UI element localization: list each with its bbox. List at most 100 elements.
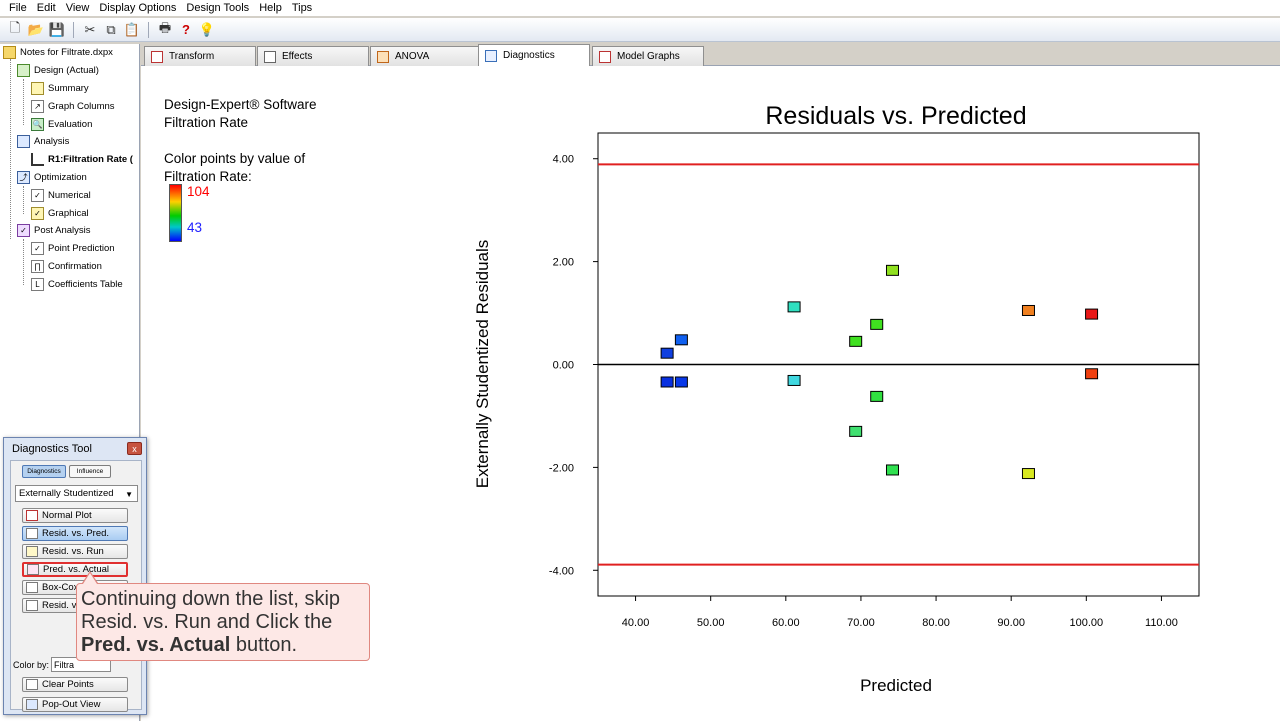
print-icon[interactable]: 🖶 xyxy=(158,19,172,35)
menu-edit[interactable]: Edit xyxy=(36,2,56,14)
x-tick-label: 90.00 xyxy=(997,617,1025,629)
residuals-vs-predicted-chart: Residuals vs. Predicted 4.00 2.00 0.00 -2.0… xyxy=(473,102,1200,695)
y-tick-label: 4.00 xyxy=(553,154,574,166)
popout-view-button[interactable]: Pop-Out View xyxy=(22,697,128,712)
tree-item-analysis[interactable]: Analysis xyxy=(17,133,69,149)
menu-tips[interactable]: Tips xyxy=(291,2,313,14)
menu-help[interactable]: Help xyxy=(259,2,282,14)
data-point[interactable] xyxy=(660,347,674,359)
x-axis: 40.00 50.00 60.00 70.00 80.00 90.00 100.00 110.… xyxy=(622,596,1178,629)
y-axis-label: Externally Studentized Residuals xyxy=(473,240,492,489)
coefficients-table-icon: L xyxy=(31,277,44,291)
post-analysis-icon: ✓ xyxy=(17,223,30,237)
help-icon[interactable]: ? xyxy=(182,22,190,37)
normal-plot-button[interactable]: Normal Plot xyxy=(22,508,128,523)
normal-plot-icon xyxy=(26,510,38,521)
tab-effects[interactable]: Effects xyxy=(257,46,369,66)
data-point[interactable] xyxy=(885,264,899,276)
tree-item-r1-filtration-rate[interactable]: R1:Filtration Rate ( xyxy=(31,151,133,167)
numerical-icon: ✓ xyxy=(31,188,44,202)
clear-points-button[interactable]: Clear Points xyxy=(22,677,128,692)
confirmation-icon: ∏ xyxy=(31,259,44,273)
resid-vs-run-button[interactable]: Resid. vs. Run xyxy=(22,544,128,559)
data-point[interactable] xyxy=(1085,368,1099,380)
data-point[interactable] xyxy=(1021,468,1035,480)
tab-diagnostics-mini[interactable]: Diagnostics xyxy=(22,465,66,478)
tab-transform[interactable]: Transform xyxy=(144,46,256,66)
menu-bar: File Edit View Display Options Design To… xyxy=(0,0,1280,16)
menu-design-tools[interactable]: Design Tools xyxy=(186,2,250,14)
open-folder-icon[interactable]: 📂 xyxy=(27,21,45,37)
color-by-response-label: Filtration Rate: xyxy=(164,169,252,184)
dialog-title: Diagnostics Tool xyxy=(12,443,92,455)
callout-tail-text: button. xyxy=(230,634,298,656)
copy-icon[interactable]: ⧉ xyxy=(106,21,116,37)
x-tick-label: 60.00 xyxy=(772,617,800,629)
model-graphs-icon xyxy=(599,50,611,63)
toolbar-separator xyxy=(148,21,149,38)
tree-item-evaluation[interactable]: 🔍 Evaluation xyxy=(31,117,93,131)
color-by-label: Color by: xyxy=(13,659,50,670)
tree-item-summary[interactable]: Summary xyxy=(31,80,89,96)
tree-item-coefficients-table[interactable]: L Coefficients Table xyxy=(31,276,123,292)
menu-view[interactable]: View xyxy=(65,2,90,14)
new-file-icon[interactable]: 🗋 xyxy=(9,19,21,35)
response-label: Filtration Rate xyxy=(164,115,249,130)
data-point[interactable] xyxy=(849,335,863,347)
data-point[interactable] xyxy=(1021,304,1035,316)
tree-connector xyxy=(10,59,11,239)
graph-columns-icon: ↗ xyxy=(31,99,44,113)
paste-icon[interactable]: 📋 xyxy=(123,21,141,37)
data-point[interactable] xyxy=(870,318,884,330)
callout-bold-text: Pred. vs. Actual xyxy=(81,634,231,656)
resid-vs-pred-button[interactable]: Resid. vs. Pred. xyxy=(22,526,128,541)
y-tick-label: -4.00 xyxy=(549,565,574,577)
data-point[interactable] xyxy=(787,301,801,313)
resid-vs-run-icon xyxy=(26,546,38,557)
data-point[interactable] xyxy=(674,376,688,388)
toolbar: 🗋 📂 💾 ✂ ⧉ 📋 🖶 ? 💡 xyxy=(0,18,1280,42)
menu-display-options[interactable]: Display Options xyxy=(99,2,177,14)
summary-icon xyxy=(31,81,44,95)
data-point[interactable] xyxy=(885,464,899,476)
data-point[interactable] xyxy=(674,334,688,346)
menu-file[interactable]: File xyxy=(9,2,27,14)
tab-anova[interactable]: ANOVA xyxy=(370,46,482,66)
y-tick-label: 2.00 xyxy=(553,257,574,269)
design-grid-icon xyxy=(17,63,30,77)
tree-item-numerical[interactable]: ✓ Numerical xyxy=(31,187,91,203)
cut-icon[interactable]: ✂ xyxy=(84,21,96,37)
transform-icon xyxy=(151,50,163,63)
tip-bulb-icon[interactable]: 💡 xyxy=(198,21,216,37)
x-tick-label: 70.00 xyxy=(847,617,875,629)
callout-line-2: Resid. vs. Run and Click the xyxy=(81,611,333,633)
tab-diagnostics[interactable]: Diagnostics xyxy=(478,44,590,66)
residual-type-select[interactable]: Externally Studentized ▼ xyxy=(15,485,138,502)
data-point[interactable] xyxy=(1085,308,1099,320)
data-point[interactable] xyxy=(787,374,801,386)
tree-item-point-prediction[interactable]: ✓ Point Prediction xyxy=(31,240,115,256)
data-point[interactable] xyxy=(660,376,674,388)
tree-item-design[interactable]: Design (Actual) xyxy=(17,62,99,78)
tree-item-graph-columns[interactable]: ↗ Graph Columns xyxy=(31,98,115,114)
data-points xyxy=(660,264,1099,480)
tab-model-graphs[interactable]: Model Graphs xyxy=(592,46,704,66)
data-point[interactable] xyxy=(849,425,863,437)
point-prediction-icon: ✓ xyxy=(31,241,44,255)
tree-item-root[interactable]: Notes for Filtrate.dxpx xyxy=(3,44,113,60)
tree-connector xyxy=(23,186,24,214)
tab-influence-mini[interactable]: Influence xyxy=(69,465,111,478)
tree-item-post-analysis[interactable]: ✓ Post Analysis xyxy=(17,222,91,238)
y-axis: 4.00 2.00 0.00 -2.00 -4.00 xyxy=(549,154,598,577)
save-icon[interactable]: 💾 xyxy=(48,21,66,37)
data-point[interactable] xyxy=(870,390,884,402)
tree-item-optimization[interactable]: ⤴ Optimization xyxy=(17,169,87,185)
toolbar-separator xyxy=(73,21,74,38)
close-icon[interactable]: x xyxy=(127,442,142,455)
tab-bar: Transform Effects ANOVA Diagnostics Mode… xyxy=(141,44,1280,66)
pred-vs-actual-button[interactable]: Pred. vs. Actual xyxy=(22,562,128,577)
analysis-icon xyxy=(17,134,30,148)
software-label: Design-Expert® Software xyxy=(164,97,317,112)
tree-item-confirmation[interactable]: ∏ Confirmation xyxy=(31,258,102,274)
tree-item-graphical[interactable]: ✓ Graphical xyxy=(31,205,89,221)
